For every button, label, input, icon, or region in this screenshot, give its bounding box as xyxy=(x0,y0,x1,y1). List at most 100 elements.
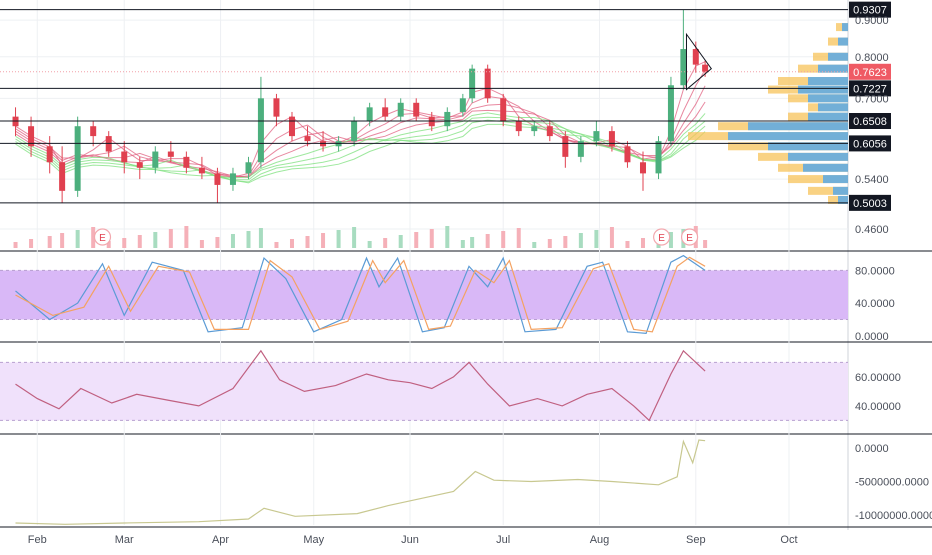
volume-bar xyxy=(501,231,506,248)
candle-body xyxy=(28,126,35,147)
last-price-label: 0.7623 xyxy=(853,67,887,79)
earnings-marker xyxy=(680,228,699,246)
volume-bar xyxy=(184,226,189,248)
volume-bar xyxy=(352,227,357,248)
x-axis-tick-label: Feb xyxy=(28,534,47,546)
triangle-drawing xyxy=(685,32,713,91)
volume-bar xyxy=(199,240,204,248)
ma-ribbon-line xyxy=(15,61,706,178)
volume-profile-bar xyxy=(818,103,848,112)
x-axis-tick-label: Apr xyxy=(212,534,229,546)
candle-body xyxy=(257,98,264,163)
x-axis-tick-label: Aug xyxy=(590,534,610,546)
volume-profile-bar xyxy=(838,195,848,204)
earnings-marker xyxy=(93,228,112,246)
earnings-marker xyxy=(653,228,671,246)
price-tick-label: 0.5400 xyxy=(855,174,889,186)
volume-bar xyxy=(137,235,142,248)
volume-bar xyxy=(230,234,235,248)
stochastic-tick-label: 80.0000 xyxy=(855,265,895,277)
volume-bar xyxy=(578,233,583,248)
volume-bar xyxy=(470,237,475,248)
rsi-tick-label: 40.00000 xyxy=(855,401,901,413)
volume-bar xyxy=(47,236,52,248)
volume-profile-bar xyxy=(833,186,848,195)
obv-tick-label: -5000000.0000 xyxy=(855,477,929,489)
volume-bar xyxy=(91,227,96,248)
volume-profile-bar xyxy=(788,175,848,184)
obv-tick-label: 0.0000 xyxy=(855,443,889,455)
stochastic-line xyxy=(15,256,706,333)
x-axis-tick-label: Oct xyxy=(780,534,797,546)
candle-body xyxy=(152,151,159,168)
level-label-box xyxy=(849,80,891,97)
ma-ribbon-line xyxy=(15,119,706,183)
price-tick-label: 0.8000 xyxy=(855,52,889,64)
candle-body xyxy=(167,151,174,157)
volume-bar xyxy=(305,236,310,248)
candle-body xyxy=(351,121,358,142)
volume-bar xyxy=(106,241,111,248)
volume-bar xyxy=(703,240,708,248)
candle-body xyxy=(245,162,252,174)
volume-bar xyxy=(60,233,65,248)
level-label: 0.9307 xyxy=(853,5,887,17)
volume-bar xyxy=(594,230,599,248)
volume-bar xyxy=(289,239,294,248)
obv-tick-label: -10000000.0000 xyxy=(855,510,932,522)
candle-body xyxy=(667,85,674,142)
level-label-box xyxy=(849,194,891,211)
x-axis-tick-label: Sep xyxy=(686,534,706,546)
volume-profile-bar xyxy=(818,64,848,73)
earnings-marker-label: E xyxy=(99,233,106,244)
candle-body xyxy=(366,107,373,122)
volume-profile-bar xyxy=(788,152,848,161)
price-tick-label: 0.9000 xyxy=(855,15,889,27)
stochastic-line xyxy=(15,254,706,335)
level-label: 0.5003 xyxy=(853,198,887,210)
volume-profile-bar xyxy=(808,186,848,195)
candle-body xyxy=(608,131,615,147)
volume-bar xyxy=(485,234,490,248)
volume-bar xyxy=(246,231,251,248)
ma-ribbon-line xyxy=(15,85,706,178)
candle-body xyxy=(639,162,646,174)
candle-body xyxy=(288,116,295,137)
candle-body xyxy=(531,126,538,132)
candle-body xyxy=(500,98,507,122)
candle-body xyxy=(546,126,553,137)
volume-profile-bar xyxy=(798,85,848,94)
volume-bar xyxy=(668,232,673,248)
rsi-line xyxy=(15,349,706,422)
volume-profile-bar xyxy=(803,163,848,172)
volume-bar xyxy=(168,229,173,248)
candle-body xyxy=(198,167,205,174)
candle-body xyxy=(593,131,600,142)
volume-profile-bar xyxy=(808,94,848,103)
volume-profile-bar xyxy=(808,77,848,86)
volume-profile-bar xyxy=(748,122,848,131)
volume-profile-bar xyxy=(828,52,848,61)
candle-body xyxy=(702,64,709,72)
volume-bar xyxy=(429,229,434,248)
volume-bar xyxy=(383,238,388,248)
volume-bar xyxy=(445,226,450,248)
volume-bar xyxy=(122,238,127,248)
candle-body xyxy=(397,102,404,117)
volume-profile-bar xyxy=(823,175,848,184)
candle-body xyxy=(136,162,143,168)
candle-body xyxy=(121,151,128,163)
candle-body xyxy=(413,102,420,117)
candle-body xyxy=(680,49,687,86)
stochastic-tick-label: 40.0000 xyxy=(855,298,895,310)
volume-bar xyxy=(563,236,568,248)
volume-profile-bar xyxy=(728,132,848,141)
volume-bar xyxy=(532,242,537,248)
candle-body xyxy=(59,162,66,191)
volume-bar xyxy=(153,232,158,248)
candle-body xyxy=(214,173,221,185)
indicator-band xyxy=(0,362,848,421)
price-tick-label: 0.4600 xyxy=(855,224,889,236)
volume-bar xyxy=(274,242,279,248)
volume-bar xyxy=(640,238,645,248)
